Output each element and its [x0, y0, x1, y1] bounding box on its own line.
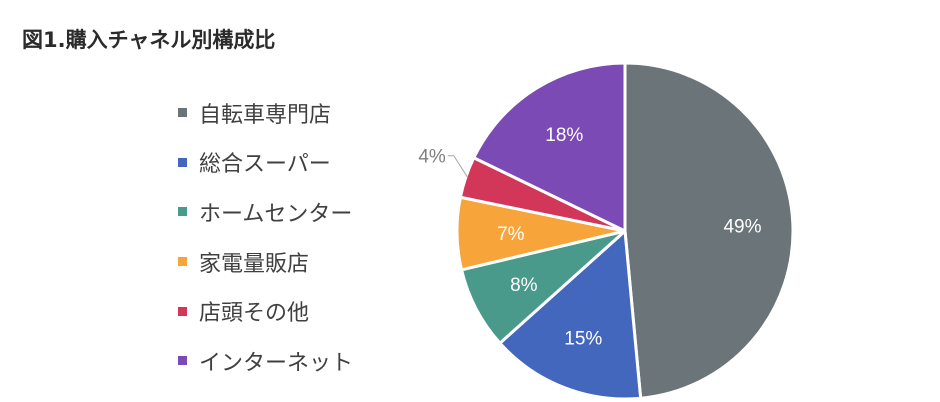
legend-item-internet: インターネット — [178, 336, 353, 386]
pie-slice-internet — [472, 61, 627, 233]
data-label-internet: 18% — [545, 125, 583, 146]
data-label-electronics-store: 7% — [497, 224, 525, 245]
legend-item-bicycle-shop: 自転車専門店 — [178, 88, 353, 138]
legend-label: 自転車専門店 — [199, 102, 332, 128]
legend-label: 総合スーパー — [199, 152, 331, 178]
legend-item-electronics-store: 家電量販店 — [178, 237, 353, 287]
legend-label: 家電量販店 — [199, 251, 310, 277]
pie-slice-bicycle-shop — [623, 61, 795, 400]
legend-label: ホームセンター — [199, 201, 353, 227]
legend-swatch — [178, 306, 187, 316]
pie-slice-supermarket — [498, 229, 643, 401]
chart-legend: 自転車専門店 総合スーパー ホームセンター 家電量販店 店頭その他 インターネッ… — [178, 88, 353, 386]
legend-label: インターネット — [199, 350, 354, 376]
data-label-supermarket: 15% — [564, 328, 602, 349]
legend-swatch — [178, 356, 187, 366]
data-label-home-center: 8% — [510, 275, 538, 296]
data-label-bicycle-shop: 49% — [723, 217, 761, 238]
legend-item-supermarket: 総合スーパー — [178, 138, 353, 188]
chart-title: 図1.購入チャネル別構成比 — [22, 28, 276, 52]
legend-swatch — [178, 157, 187, 167]
data-label-other-store: 4% — [418, 147, 446, 168]
legend-item-home-center: ホームセンター — [178, 187, 353, 237]
leader-line — [447, 155, 469, 178]
legend-swatch — [178, 257, 187, 267]
legend-swatch — [178, 207, 187, 217]
legend-label: 店頭その他 — [199, 301, 310, 327]
legend-swatch — [178, 108, 187, 118]
legend-item-other-store: 店頭その他 — [178, 286, 353, 336]
